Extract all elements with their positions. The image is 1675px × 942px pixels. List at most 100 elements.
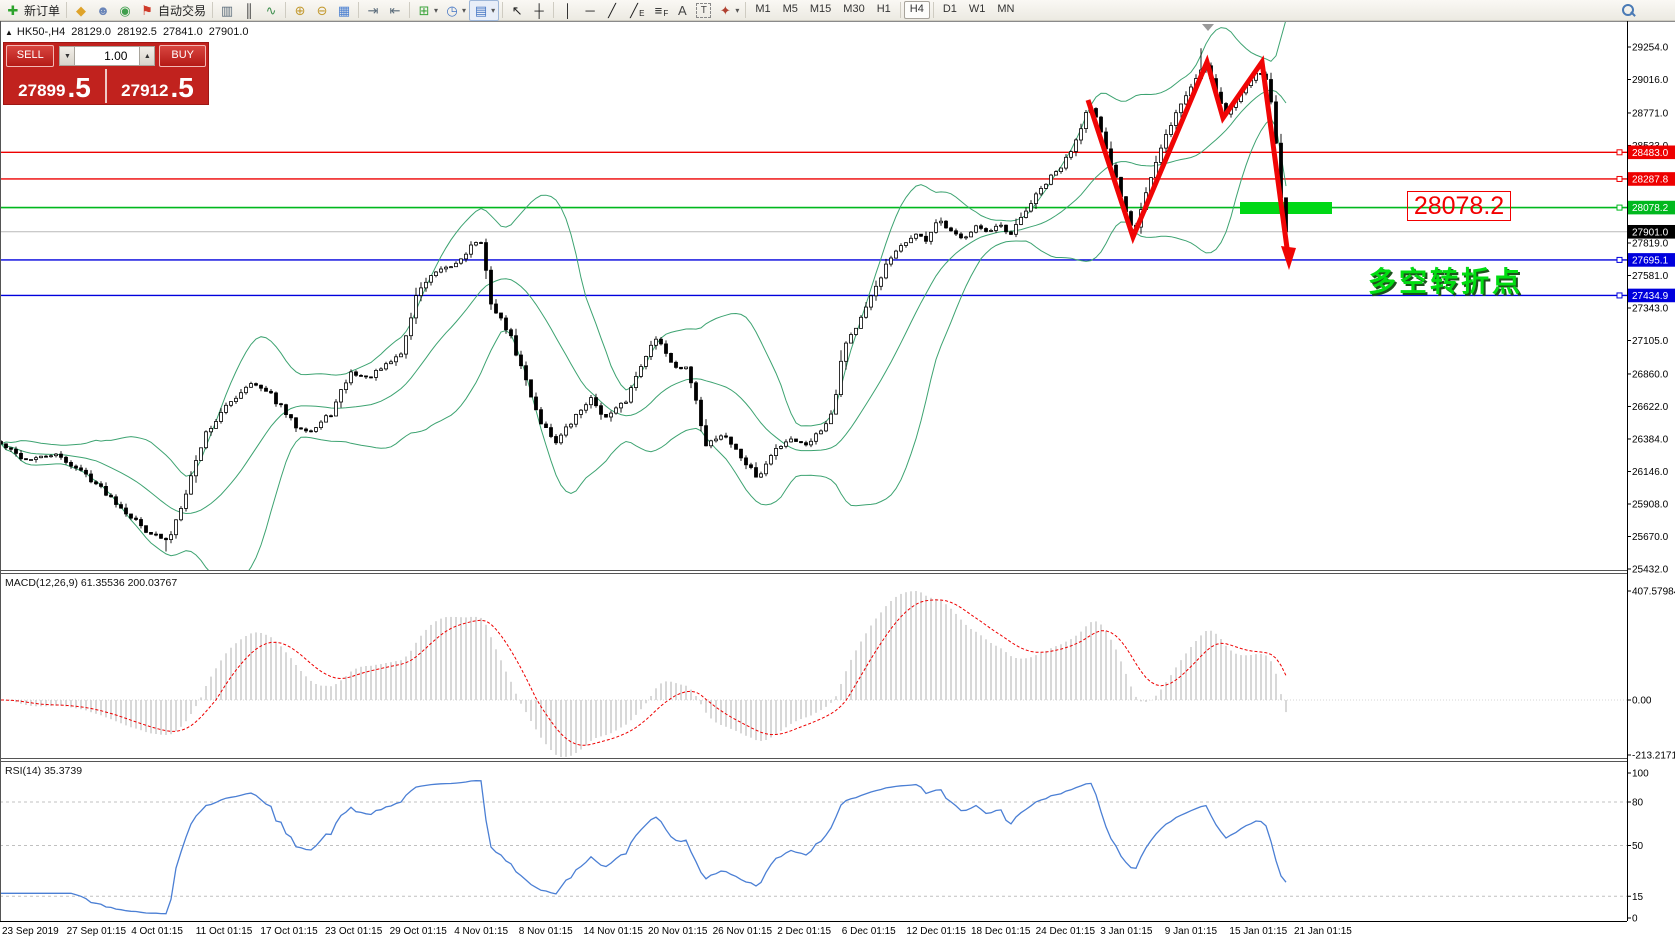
navigator-icon[interactable]: ☻ — [92, 1, 114, 20]
buy-price[interactable]: 27912 .5 — [107, 68, 208, 104]
chevron-down-icon[interactable]: ▾ — [735, 5, 740, 15]
buy-button[interactable]: BUY — [159, 45, 206, 67]
timeframe-w1[interactable]: W1 — [968, 3, 986, 15]
trend-zigzag-annotation[interactable] — [1085, 54, 1296, 270]
chart-shift-icon[interactable]: ⇤ — [384, 1, 406, 20]
timeframe-h1[interactable]: H1 — [876, 3, 891, 15]
buy-price-frac: .5 — [170, 72, 194, 103]
svg-text:0.00: 0.00 — [1632, 696, 1652, 707]
toolbar: ✚ 新订单 ◆ ☻ ◉ ⚑ 自动交易 ▥ ║ ∿ ⊕ ⊖ ▦ ⇥ ⇤ ⊞ ▾ ◷ ▾ ▤ ▾ ↖ ┼ │ ─ ╱ ╱ E ≡ F A T ✦ ▾ M… — [0, 0, 1675, 21]
text-label-icon[interactable]: T — [693, 1, 714, 20]
time-axis[interactable]: 23 Sep 2019 27 Sep 01:15 4 Oct 01:15 11 Oct… — [2, 926, 1352, 937]
chart-shift-icon: ⇤ — [389, 2, 401, 18]
svg-text:15 Jan 01:15: 15 Jan 01:15 — [1229, 926, 1287, 937]
timeframe-m15[interactable]: M15 — [809, 3, 832, 15]
text-icon: A — [677, 2, 687, 18]
fibonacci-icon-sub: F — [663, 8, 669, 18]
arrows-icon[interactable]: ✦ ▾ — [714, 1, 742, 20]
svg-text:18 Dec 01:15: 18 Dec 01:15 — [971, 926, 1031, 937]
pane-frames — [0, 21, 1675, 922]
timeframe-m1[interactable]: M1 — [755, 3, 771, 15]
chevron-down-icon[interactable]: ▾ — [434, 5, 439, 15]
zoom-out-icon: ⊖ — [316, 2, 328, 18]
ohlc-low: 27841.0 — [162, 26, 203, 38]
sell-button[interactable]: SELL — [6, 45, 55, 67]
vertical-line-icon[interactable]: │ — [557, 1, 579, 20]
chart-template-icon[interactable]: ▤ ▾ — [469, 0, 500, 21]
zoom-out-icon[interactable]: ⊖ — [311, 1, 333, 20]
trendline-icon[interactable]: ╱ — [601, 1, 623, 20]
svg-text:25432.0: 25432.0 — [1632, 565, 1669, 576]
volume-decrease-button[interactable]: ▼ — [59, 46, 76, 66]
cursor-icon[interactable]: ↖ — [506, 1, 528, 20]
volume-input[interactable] — [75, 46, 140, 66]
text-label-icon: T — [696, 2, 712, 18]
terminal-icon[interactable]: ◉ — [114, 1, 136, 20]
chevron-down-icon[interactable]: ▾ — [462, 5, 467, 15]
fibonacci-icon: ≡ — [654, 2, 663, 18]
svg-text:407.57984: 407.57984 — [1632, 587, 1675, 598]
svg-text:28078.2: 28078.2 — [1632, 203, 1669, 214]
svg-text:0: 0 — [1632, 914, 1638, 925]
price-axis[interactable]: 29254.029016.028771.028533.028059.027819… — [1627, 43, 1675, 925]
tile-windows-icon[interactable]: ▦ — [333, 1, 355, 20]
collapse-triangle-icon[interactable]: ▲ — [5, 28, 13, 37]
chevron-down-icon[interactable]: ▾ — [491, 5, 496, 15]
chart-shift-marker[interactable] — [1202, 24, 1214, 31]
svg-text:26384.0: 26384.0 — [1632, 434, 1669, 445]
text-icon[interactable]: A — [671, 1, 693, 20]
toolbar-separator — [358, 2, 360, 18]
market-watch-icon: ◆ — [76, 2, 87, 18]
timeframe-d1[interactable]: D1 — [942, 3, 957, 15]
sell-price[interactable]: 27899 .5 — [4, 68, 105, 104]
autotrading-button[interactable]: ⚑ 自动交易 — [136, 1, 209, 20]
ohlc-close: 27901.0 — [208, 26, 249, 38]
new-chart-icon: ⊞ — [418, 2, 430, 18]
toolbar-separator — [899, 2, 901, 18]
new-chart-icon[interactable]: ⊞ ▾ — [413, 1, 441, 20]
zoom-in-icon[interactable]: ⊕ — [289, 1, 311, 20]
rsi-pane — [0, 780, 1627, 915]
timeframe-m5[interactable]: M5 — [782, 3, 798, 15]
svg-text:26860.0: 26860.0 — [1632, 369, 1669, 380]
trade-panel-divider — [105, 69, 107, 103]
autotrading-button: ⚑ — [141, 2, 153, 18]
sell-price-frac: .5 — [67, 72, 91, 103]
search-icon[interactable] — [1621, 3, 1636, 17]
timeframe-m30[interactable]: M30 — [843, 3, 865, 15]
equidistant-channel-icon-sub: E — [639, 8, 645, 18]
zoom-in-icon: ⊕ — [294, 2, 306, 18]
fibonacci-icon[interactable]: ≡ F — [647, 1, 671, 20]
timeframe-mn[interactable]: MN — [997, 3, 1015, 15]
candlestick-chart-icon[interactable]: ║ — [238, 1, 260, 20]
crosshair-icon[interactable]: ┼ — [528, 1, 550, 20]
turning-point-annotation[interactable]: 多空转折点 — [1368, 266, 1524, 297]
profiles-icon[interactable]: ◷ ▾ — [441, 1, 469, 20]
ohlc-open: 28129.0 — [71, 26, 112, 38]
market-watch-icon[interactable]: ◆ — [70, 1, 92, 20]
svg-text:4 Oct 01:15: 4 Oct 01:15 — [131, 926, 183, 937]
svg-text:15: 15 — [1632, 892, 1644, 903]
svg-text:11 Oct 01:15: 11 Oct 01:15 — [196, 926, 253, 937]
volume-increase-button[interactable]: ▲ — [139, 46, 156, 66]
new-order-button: ✚ — [7, 2, 19, 18]
auto-scroll-icon: ⇥ — [367, 2, 379, 18]
horizontal-line-icon[interactable]: ─ — [579, 1, 601, 20]
line-chart-icon[interactable]: ∿ — [260, 1, 282, 20]
macd-indicator-header: MACD(12,26,9) 61.35536 200.03767 — [5, 577, 178, 589]
bar-chart-icon[interactable]: ▥ — [216, 1, 238, 20]
sell-price-main: 27899 — [18, 81, 66, 100]
equidistant-channel-icon[interactable]: ╱ E — [623, 1, 647, 20]
new-order-button[interactable]: ✚ 新订单 — [2, 1, 63, 20]
arrows-icon: ✦ — [719, 2, 731, 18]
timeframe-h4[interactable]: H4 — [903, 1, 930, 19]
auto-scroll-icon[interactable]: ⇥ — [362, 1, 384, 20]
svg-text:20 Nov 01:15: 20 Nov 01:15 — [648, 926, 708, 937]
svg-text:25670.0: 25670.0 — [1632, 532, 1669, 543]
svg-text:6 Dec 01:15: 6 Dec 01:15 — [842, 926, 896, 937]
price-callout-label[interactable]: 28078.2 — [1407, 191, 1511, 221]
toolbar-separator — [745, 2, 747, 18]
horizontal-lines-layer[interactable] — [0, 149, 1627, 299]
toolbar-separator — [409, 2, 411, 18]
